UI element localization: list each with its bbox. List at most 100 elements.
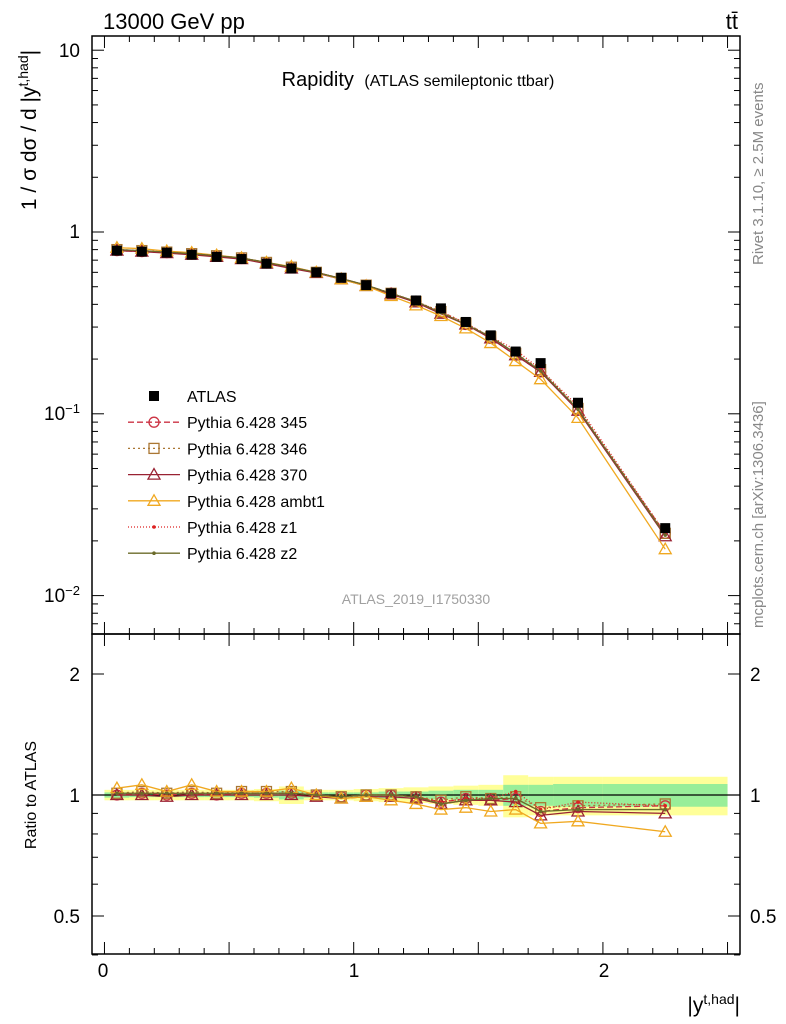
data-point (658, 528, 673, 542)
data-point (211, 251, 222, 262)
ratio-point (389, 793, 393, 797)
data-point (286, 263, 297, 274)
data-point (311, 267, 322, 278)
ratio-point (334, 791, 349, 804)
main-y-tick-label: 1 (69, 222, 80, 243)
ratio-point (458, 800, 473, 813)
data-point (161, 247, 172, 258)
legend-entry: Pythia 6.428 346 (128, 441, 307, 458)
ratio-point (189, 791, 194, 796)
ratio-point (259, 787, 274, 801)
main-y-tick-label: 10−1 (44, 401, 80, 426)
ratio-point (134, 787, 149, 801)
ratio-point (214, 791, 219, 796)
data-point (510, 346, 521, 357)
ratio-point (433, 802, 449, 815)
header-left: 13000 GeV pp (103, 9, 245, 34)
ratio-line (116, 792, 666, 813)
x-tick-labels: 0 1 2 (98, 961, 610, 982)
data-point (576, 407, 580, 411)
ratio-y-axis-label: Ratio to ATLAS (23, 741, 40, 849)
ratio-point (414, 794, 418, 799)
legend-marker (148, 442, 160, 455)
data-point (570, 410, 586, 423)
ratio-y-tick-label: 0.5 (54, 907, 80, 928)
data-point (361, 280, 372, 291)
analysis-watermark: ATLAS_2019_I1750330 (342, 591, 491, 607)
legend-marker (146, 493, 162, 506)
data-point (186, 249, 197, 260)
data-point (663, 533, 668, 537)
data-point (658, 541, 673, 555)
ratio-point (483, 804, 498, 817)
data-point (336, 272, 347, 283)
data-point (483, 335, 498, 349)
main-axis-ticks (92, 36, 740, 634)
ratio-plot-frame (91, 633, 741, 955)
legend-label: Pythia 6.428 346 (187, 441, 307, 458)
ratio-point (383, 789, 399, 802)
main-y-tick-label: 10−2 (44, 583, 80, 608)
ratio-point (464, 798, 468, 803)
ratio-point (136, 785, 148, 798)
x-axis-label: |yt,had| (687, 991, 740, 1017)
ratio-series-pythia-6-428-z2 (115, 791, 668, 814)
data-point (435, 303, 446, 314)
legend-entry: Pythia 6.428 ambt1 (128, 493, 325, 511)
ratio-point (209, 784, 224, 797)
legend-marker (149, 391, 159, 401)
ratio-y-tick-labels: 2 1 0.5 2 1 0.5 (54, 665, 777, 928)
ratio-y-tick-label: 1 (69, 786, 80, 807)
data-point (386, 288, 397, 299)
ratio-point (115, 791, 119, 796)
ratio-point (408, 796, 424, 810)
ratio-point (359, 789, 374, 802)
ratio-point (658, 806, 673, 819)
ratio-point (508, 802, 523, 815)
legend-entry: Pythia 6.428 z1 (128, 520, 297, 537)
ratio-point (239, 791, 244, 796)
ratio-point (439, 802, 443, 806)
x-tick-label: 1 (349, 961, 360, 982)
ratio-point (576, 807, 580, 812)
ratio-line (116, 790, 666, 809)
ratio-point (488, 796, 493, 801)
ratio-point (364, 793, 368, 797)
legend-label: ATLAS (187, 389, 237, 406)
ratio-point (314, 793, 319, 797)
data-point (261, 258, 272, 269)
ratio-point (533, 808, 548, 821)
x-tick-label: 2 (599, 961, 610, 982)
legend-marker (148, 416, 160, 428)
legend-entry: Pythia 6.428 370 (128, 467, 307, 485)
legend-label: Pythia 6.428 345 (187, 415, 307, 432)
mcplots-label: mcplots.cern.ch [arXiv:1306.3436] (750, 401, 767, 628)
ratio-point (234, 784, 249, 797)
rivet-version-label: Rivet 3.1.10, ≥ 2.5M events (750, 83, 767, 266)
ratio-y-tick-label: 2 (69, 665, 80, 686)
plot-title-main: Rapidity (282, 69, 354, 91)
main-series-atlas (111, 245, 671, 534)
legend-label: Pythia 6.428 z1 (187, 520, 297, 537)
data-point (460, 316, 471, 327)
legend-entry: Pythia 6.428 z2 (128, 546, 297, 563)
data-point (533, 371, 548, 385)
data-point (458, 321, 473, 334)
ratio-point (109, 787, 125, 801)
ratio-point (576, 800, 580, 804)
data-point (411, 295, 421, 306)
ratio-point (259, 784, 274, 797)
legend-marker (146, 467, 162, 480)
ratio-point (209, 787, 224, 801)
ratio-point (284, 787, 299, 801)
ratio-point (533, 816, 548, 829)
legend-entry: ATLAS (149, 389, 237, 406)
ratio-series-layer (109, 777, 673, 837)
header-right: tt̄ (726, 9, 738, 34)
ratio-point (538, 809, 543, 814)
main-y-axis-label: 1 / σ dσ / d |yt,had| (15, 50, 41, 210)
main-series-layer (109, 240, 673, 555)
data-point (136, 246, 147, 257)
plot-title-sub: (ATLAS semileptonic ttbar) (364, 73, 554, 90)
